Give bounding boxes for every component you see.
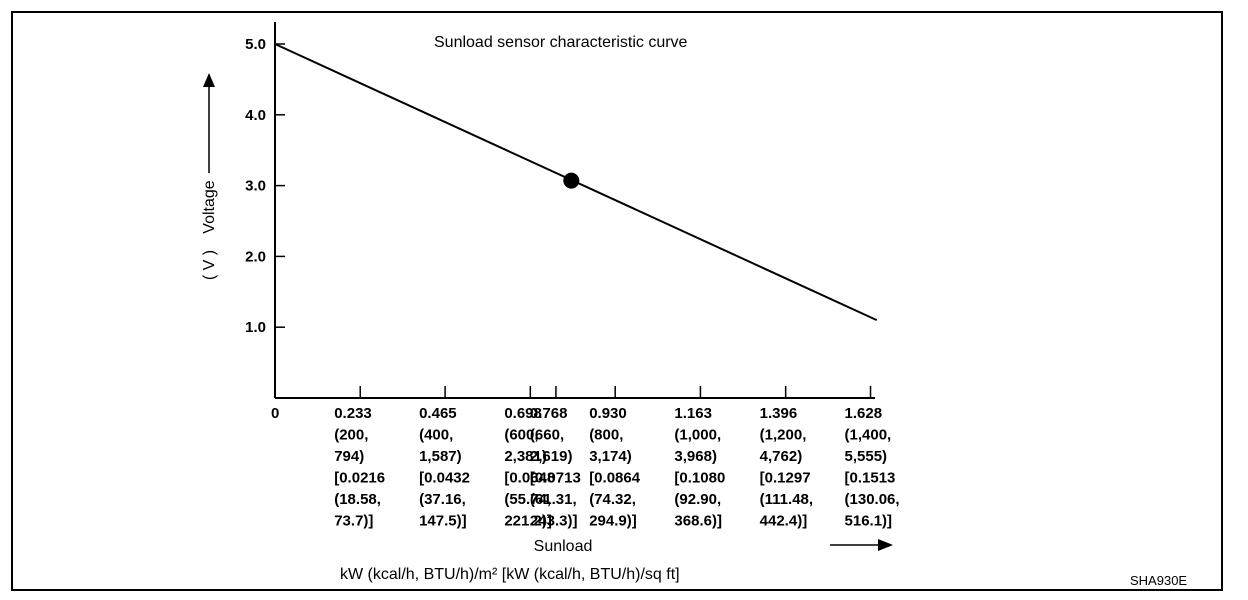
x-ticks: 0 0.233 (200, 794) [0.0216 (18.58, 73.7)] 0.465… (271, 386, 900, 530)
y-axis-label: Voltage ( V ) (201, 73, 218, 280)
chart-title: Sunload sensor characteristic curve (434, 34, 688, 51)
x-tick-label-3: 0.698 (600, 2,381) [0.0648 (55.74, 221.2)] (504, 405, 555, 530)
x-tick-label-2: 0.465 (400, 1,587) [0.0432 (37.16, 147.5)] (419, 405, 470, 530)
y-axis-arrow-head (203, 73, 215, 87)
y-tick-label-3: 4.0 (245, 107, 266, 124)
x-tick-label-6: 1.163 (1,000, 3,968) [0.1080 (92.90, 368.6)] (674, 405, 725, 530)
y-tick-label-0: 1.0 (245, 319, 266, 336)
figure-code: SHA930E (1130, 573, 1187, 588)
y-axis-label-text: Voltage (201, 180, 218, 233)
x-tick-label-4: 0.768 (660, 2,619) [0.0713 (61.31, 243.3)] (530, 405, 581, 530)
y-axis-unit: ( V ) (201, 250, 218, 280)
x-tick-label-8: 1.628 (1,400, 5,555) [0.1513 (130.06, 516.1)] (845, 405, 900, 530)
chart-frame (11, 11, 1223, 591)
x-axis-arrow-head (878, 539, 893, 551)
x-tick-label-7: 1.396 (1,200, 4,762) [0.1297 (111.48, 442.4)] (760, 405, 813, 530)
axes (274, 22, 875, 399)
y-tick-label-2: 3.0 (245, 178, 266, 195)
y-tick-label-4: 5.0 (245, 36, 266, 53)
x-tick-label-0: 0 (271, 405, 279, 422)
y-ticks: 1.0 2.0 3.0 4.0 5.0 (245, 36, 285, 336)
x-tick-label-5: 0.930 (800, 3,174) [0.0864 (74.32, 294.9)] (589, 405, 641, 530)
x-axis-label: Sunload (534, 538, 593, 555)
x-tick-label-1: 0.233 (200, 794) [0.0216 (18.58, 73.7)] (334, 405, 385, 530)
y-tick-label-1: 2.0 (245, 248, 266, 265)
data-point-marker (563, 172, 580, 189)
series (274, 43, 878, 322)
x-axis-unit: kW (kcal/h, BTU/h)/m² [kW (kcal/h, BTU/h… (340, 566, 680, 583)
